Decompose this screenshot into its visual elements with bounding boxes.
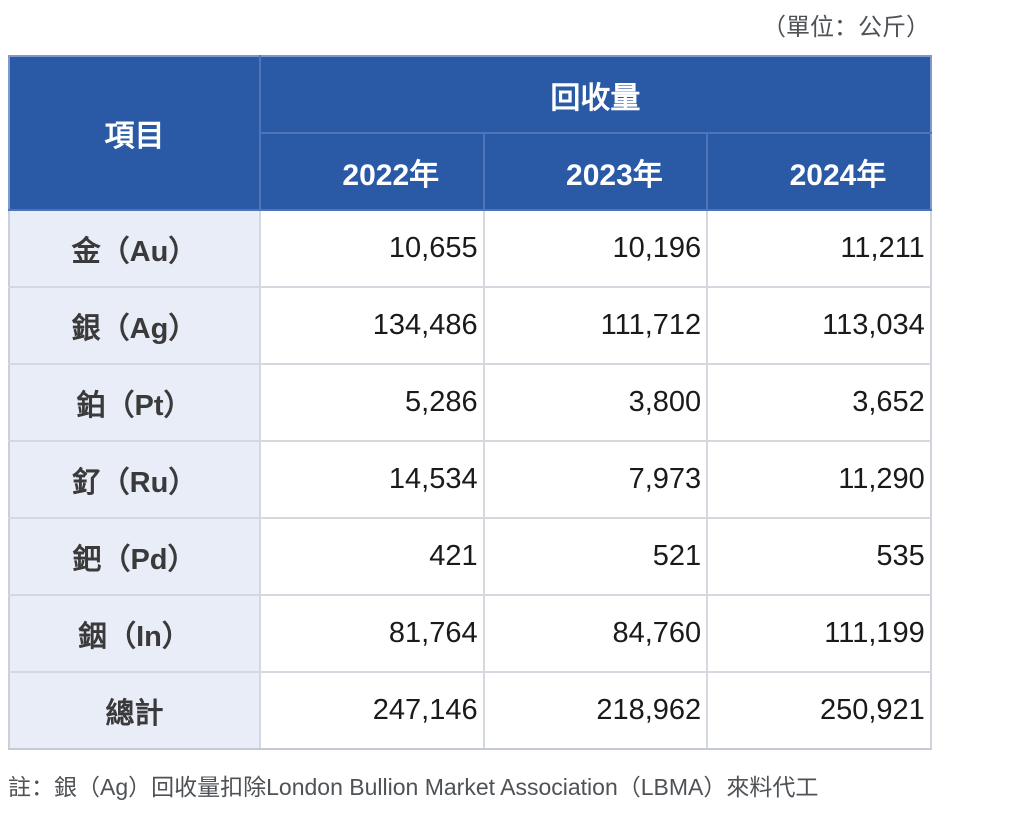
value-cell: 7,973	[482, 440, 709, 519]
row-label-cell: 鈀（Pd）	[8, 517, 261, 596]
value-cell: 84,760	[482, 594, 709, 673]
value-cell: 5,286	[259, 363, 485, 442]
row-label-cell: 釕（Ru）	[8, 440, 261, 519]
recovery-table: 項目 回收量 2022年 2023年 2024年 金（Au） 10,655 10…	[8, 55, 932, 750]
value-cell: 218,962	[482, 671, 709, 750]
value-cell: 11,211	[706, 209, 932, 288]
table-row-silver: 銀（Ag） 134,486 111,712 113,034	[8, 286, 932, 365]
value-cell: 111,712	[482, 286, 709, 365]
table-row-gold: 金（Au） 10,655 10,196 11,211	[8, 209, 932, 288]
header-year-2023-cell: 2023年	[482, 132, 709, 211]
value-cell: 134,486	[259, 286, 485, 365]
table-header: 項目 回收量 2022年 2023年 2024年	[8, 55, 932, 211]
row-label-cell: 金（Au）	[8, 209, 261, 288]
row-label-cell: 銦（In）	[8, 594, 261, 673]
table-row-ruthenium: 釕（Ru） 14,534 7,973 11,290	[8, 440, 932, 519]
row-label-cell: 鉑（Pt）	[8, 363, 261, 442]
value-cell: 3,800	[482, 363, 709, 442]
row-label-cell: 銀（Ag）	[8, 286, 261, 365]
value-cell: 521	[482, 517, 709, 596]
footnote: 註：銀（Ag）回收量扣除London Bullion Market Associ…	[8, 774, 819, 800]
value-cell: 3,652	[706, 363, 932, 442]
value-cell: 10,196	[482, 209, 709, 288]
row-label-cell: 總計	[8, 671, 261, 750]
table-row-platinum: 鉑（Pt） 5,286 3,800 3,652	[8, 363, 932, 442]
table-body: 金（Au） 10,655 10,196 11,211 銀（Ag） 134,486…	[8, 209, 932, 750]
value-cell: 421	[259, 517, 485, 596]
header-row-years: 2022年 2023年 2024年	[9, 132, 932, 211]
value-cell: 81,764	[259, 594, 485, 673]
value-cell: 11,290	[706, 440, 932, 519]
header-item-cell: 項目	[8, 55, 261, 211]
header-row-group: 項目 回收量	[8, 55, 932, 211]
value-cell: 10,655	[259, 209, 485, 288]
header-year-2024-cell: 2024年	[706, 132, 932, 211]
table-row-indium: 銦（In） 81,764 84,760 111,199	[8, 594, 932, 673]
table-row-total: 總計 247,146 218,962 250,921	[8, 671, 932, 750]
value-cell: 247,146	[259, 671, 485, 750]
value-cell: 14,534	[259, 440, 485, 519]
value-cell: 535	[706, 517, 932, 596]
table-row-palladium: 鈀（Pd） 421 521 535	[8, 517, 932, 596]
unit-label: （單位：公斤）	[762, 14, 930, 41]
value-cell: 250,921	[706, 671, 932, 750]
header-recovery-cell: 回收量	[259, 55, 932, 134]
value-cell: 111,199	[706, 594, 932, 673]
value-cell: 113,034	[706, 286, 932, 365]
header-year-2022-cell: 2022年	[259, 132, 485, 211]
